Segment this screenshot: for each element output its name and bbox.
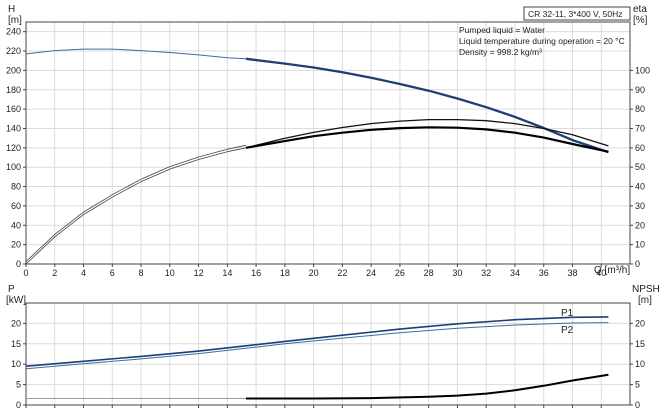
y-tick-label-left: 20 [11,240,21,250]
y-tick-label-right: 20 [635,220,645,230]
y-tick-label-right: 30 [635,201,645,211]
series-line-thin-blue [25,48,247,60]
upper-xlabel: Q [m³/h] [594,265,630,276]
y-tick-label-right: 90 [635,85,645,95]
x-tick-label: 12 [194,268,204,278]
x-tick-label: 38 [567,268,577,278]
series-line-thin-double [25,147,247,265]
x-tick-label: 8 [139,268,144,278]
x-tick-label: 32 [481,268,491,278]
annotation-liquid-temperature: Liquid temperature during operation = 20… [459,36,625,46]
y-tick-label-right: 20 [635,318,645,328]
y-tick-label-right: 70 [635,123,645,133]
upper-ylabel-right-2: [%] [633,15,648,26]
y-tick-label-right: 50 [635,162,645,172]
x-tick-label: 22 [337,268,347,278]
series-line-bold-black [245,126,609,153]
upper-ticks: 0 2 4 6 8 10 12 14 16 18 20 22 24 26 28 30 32 34 36 38 40020… [6,27,650,278]
x-tick-label: 18 [280,268,290,278]
y-tick-label-left: 0 [16,259,21,269]
series-label-p1: P1 [561,308,574,319]
x-tick-label: 36 [539,268,549,278]
lower-chart: 0 5 10 15 20 0 5 10 15 20 P [kW] NPSH [m] P1 P2 [6,284,660,410]
lower-ylabel-left-2: [kW] [6,295,26,306]
upper-chart: 0 2 4 6 8 10 12 14 16 18 20 22 24 26 28 30 32 34 36 38 40020… [6,4,650,278]
y-tick-label-left: 60 [11,201,21,211]
y-tick-label-left: 100 [6,162,21,172]
series-label-p2: P2 [561,325,574,336]
x-tick-label: 4 [81,268,86,278]
y-tick-label-right: 0 [635,259,640,269]
y-tick-label-left: 160 [6,104,21,114]
upper-series [25,48,609,265]
legend-box [523,6,631,21]
x-tick-label: 14 [222,268,232,278]
y-tick-label-right: 10 [635,240,645,250]
x-tick-label: 20 [309,268,319,278]
y-tick-label-right: 80 [635,104,645,114]
annotation-pumped-liquid: Pumped liquid = Water [459,25,545,35]
y-tick-label-left: 200 [6,65,21,75]
y-tick-label-left: 220 [6,46,21,56]
lower-ylabel-left-1: P [8,284,15,295]
x-tick-label: 26 [395,268,405,278]
y-tick-label-right: 10 [635,359,645,369]
y-tick-label-right: 40 [635,182,645,192]
series-line-double [245,118,609,149]
y-tick-label-right: 100 [635,65,650,75]
x-tick-label: 28 [424,268,434,278]
x-tick-label: 40 [596,268,606,278]
upper-grid [25,22,630,265]
y-tick-label-left: 10 [11,359,21,369]
x-tick-label: 34 [510,268,520,278]
x-tick-label: 2 [52,268,57,278]
y-tick-label-left: 240 [6,27,21,37]
y-tick-label-right: 5 [635,380,640,390]
y-tick-label-left: 5 [16,380,21,390]
y-tick-label-left: 140 [6,123,21,133]
x-tick-label: 30 [452,268,462,278]
upper-ylabel-left-2: [m] [8,15,22,26]
y-tick-label-right: 15 [635,339,645,349]
lower-ylabel-right-1: NPSH [632,284,660,295]
y-tick-label-left: 120 [6,143,21,153]
legend-title: CR 32-11, 3*400 V, 50Hz [528,9,623,19]
x-tick-label: 0 [23,268,28,278]
y-tick-label-left: 40 [11,220,21,230]
y-tick-label-left: 0 [16,400,21,410]
series-line-p1 [25,316,609,367]
y-tick-label-left: 20 [11,318,21,328]
x-tick-label: 6 [110,268,115,278]
lower-ticks: 0 5 10 15 20 0 5 10 15 20 [11,318,645,410]
upper-ylabel-left-1: H [8,4,15,15]
lower-series [25,316,609,400]
lower-plot-frame [25,302,631,406]
lower-ylabel-right-2: [m] [638,295,652,306]
series-line-thin-double [25,144,247,262]
x-tick-label: 24 [366,268,376,278]
annotation-density: Density = 998.2 kg/m³ [459,47,542,57]
y-tick-label-left: 80 [11,182,21,192]
upper-ylabel-right-1: eta [633,4,647,15]
series-line-npsh [246,373,609,400]
upper-plot-frame [25,21,631,265]
series-line-p2 [25,322,609,370]
y-tick-label-right: 0 [635,400,640,410]
y-tick-label-left: 180 [6,85,21,95]
x-tick-label: 10 [165,268,175,278]
y-tick-label-right: 60 [635,143,645,153]
x-tick-label: 16 [251,268,261,278]
y-tick-label-left: 15 [11,339,21,349]
